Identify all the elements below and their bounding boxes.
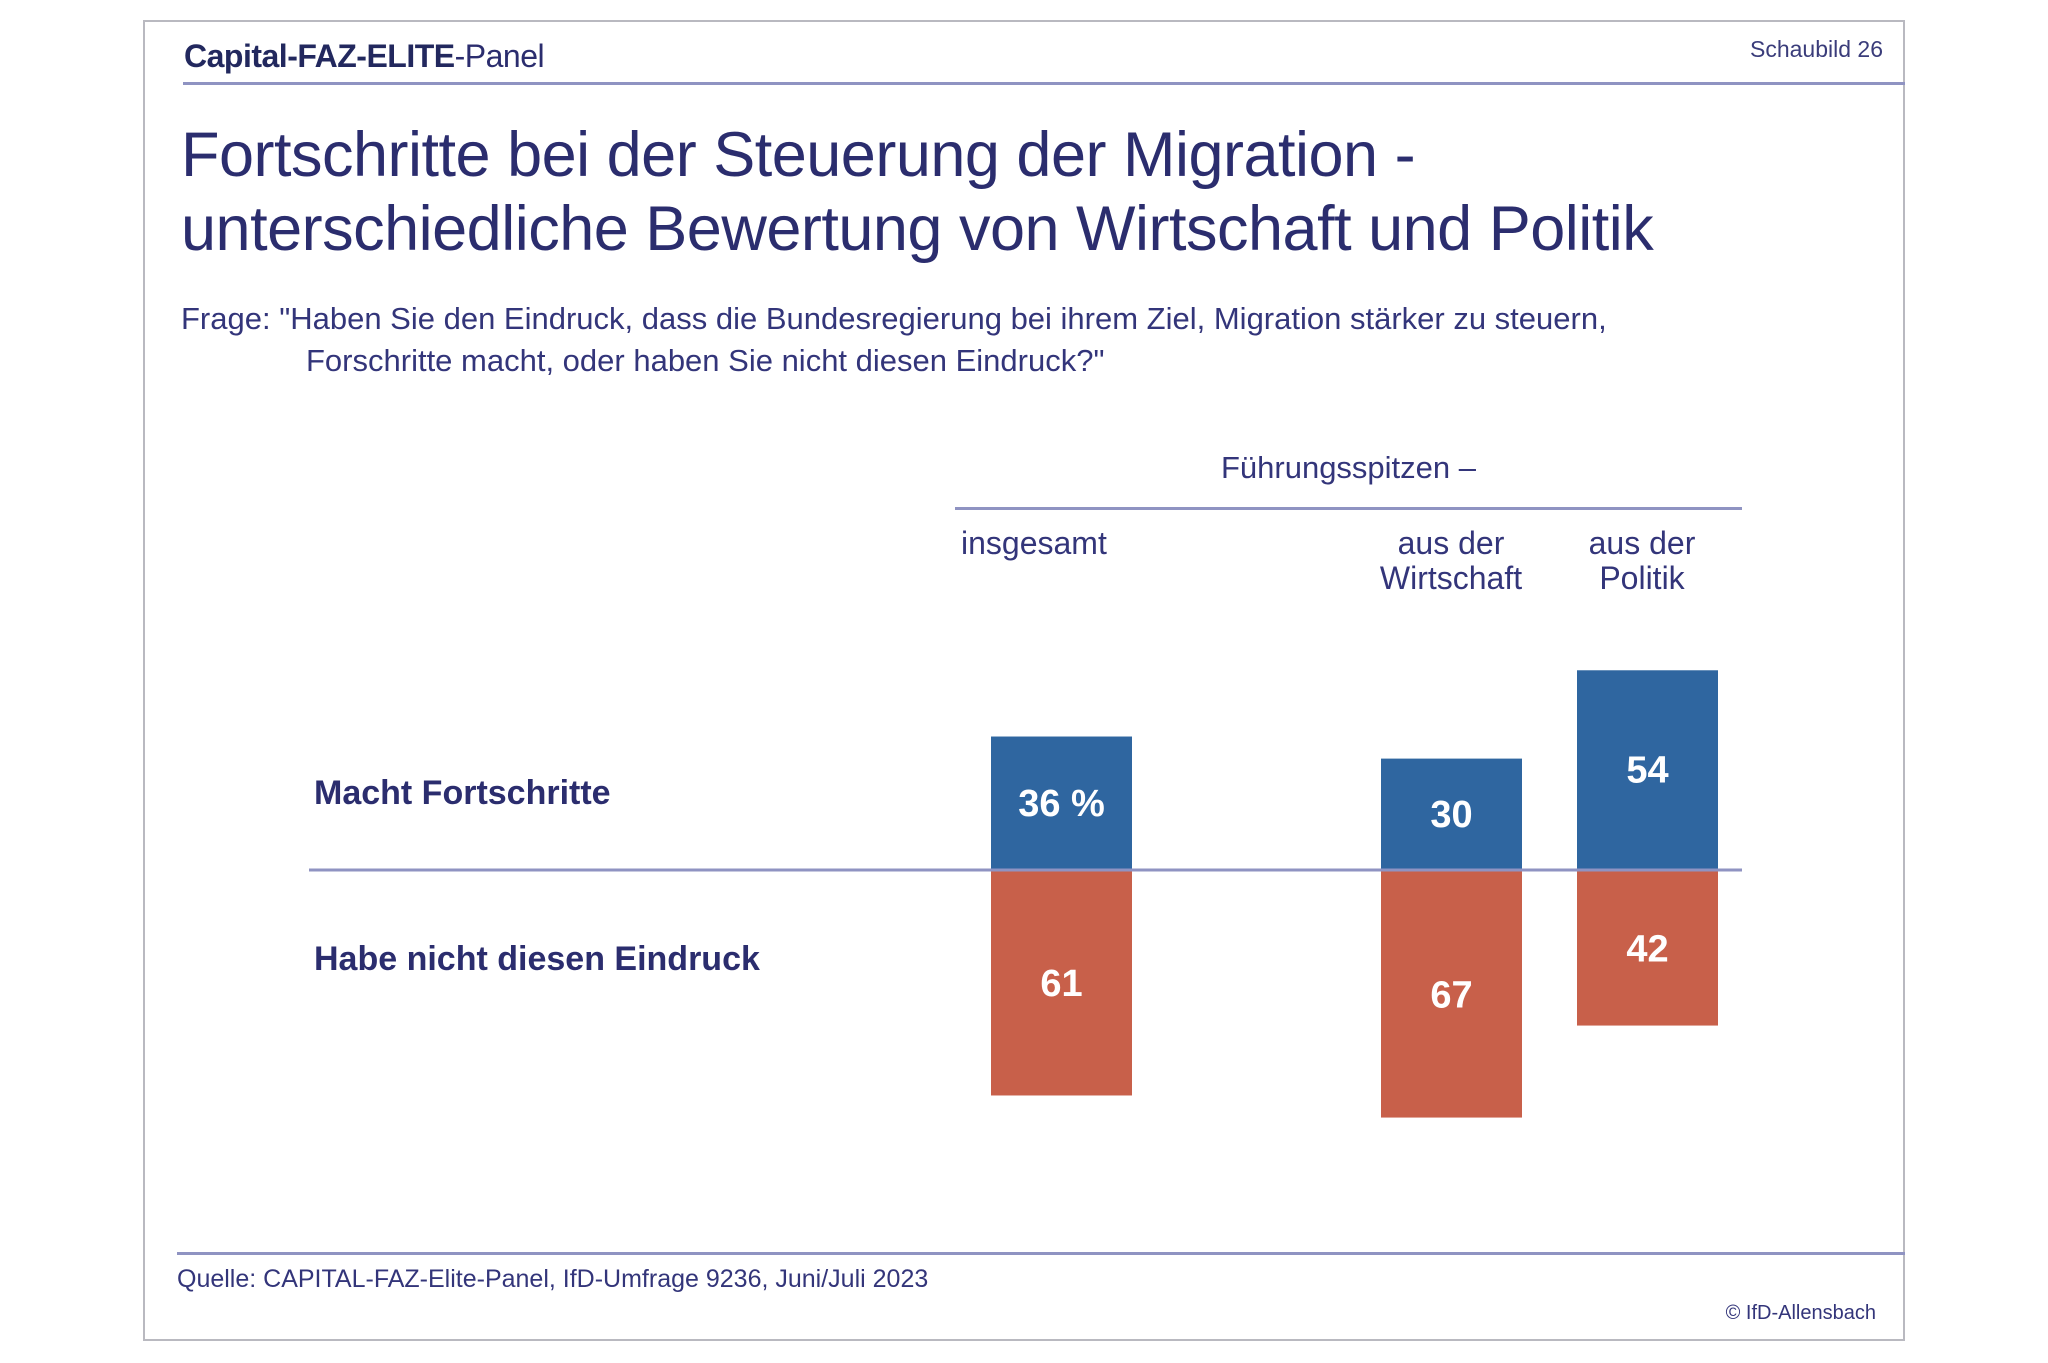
bar-macht-fortschritte-aus-der-wirtschaft — [1381, 758, 1522, 869]
bar-macht-fortschritte-insgesamt — [991, 736, 1132, 869]
column-label-insgesamt: insgesamt — [961, 526, 1141, 561]
data-label-habe-nicht-diesen-eindruck-aus-der-politik: 42 — [1626, 928, 1668, 970]
bar-habe-nicht-diesen-eindruck-insgesamt — [991, 871, 1132, 1096]
row-label-positive: Macht Fortschritte — [314, 774, 611, 812]
brand-part-panel: -Panel — [454, 38, 545, 74]
column-label-line: aus der — [1397, 525, 1505, 561]
source-note: Quelle: CAPITAL-FAZ-Elite-Panel, IfD-Umf… — [177, 1265, 929, 1293]
title-line-2: unterschiedliche Bewertung von Wirtschaf… — [181, 194, 1654, 264]
column-label-line: Wirtschaft — [1379, 560, 1523, 596]
column-label-politik: aus der Politik — [1547, 526, 1737, 596]
group-header-rule — [955, 507, 1742, 510]
group-header: Führungsspitzen – — [1220, 450, 1477, 485]
column-label-line: aus der — [1588, 525, 1696, 561]
survey-question: Frage: "Haben Sie den Eindruck, dass die… — [181, 298, 1607, 382]
question-line-2: Forschritte macht, oder haben Sie nicht … — [306, 343, 1105, 378]
header-rule — [183, 82, 1905, 85]
brand-part-faz-elite: FAZ-ELITE — [297, 38, 455, 74]
panel-brand: Capital-FAZ-ELITE-Panel — [184, 38, 545, 75]
copyright-note: © IfD-Allensbach — [1725, 1302, 1876, 1324]
data-label-habe-nicht-diesen-eindruck-insgesamt: 61 — [1040, 963, 1082, 1005]
data-label-macht-fortschritte-aus-der-politik: 54 — [1626, 750, 1668, 792]
brand-part-capital: Capital- — [184, 38, 298, 74]
data-label-macht-fortschritte-aus-der-wirtschaft: 30 — [1430, 794, 1472, 836]
data-label-macht-fortschritte-insgesamt: 36 % — [1018, 783, 1105, 825]
bar-macht-fortschritte-aus-der-politik — [1577, 670, 1718, 869]
column-label-line: Politik — [1599, 560, 1685, 596]
bar-habe-nicht-diesen-eindruck-aus-der-politik — [1577, 871, 1718, 1026]
chart-title: Fortschritte bei der Steuerung der Migra… — [181, 118, 1654, 266]
figure-number: Schaubild 26 — [1750, 36, 1883, 62]
question-line-1: Frage: "Haben Sie den Eindruck, dass die… — [181, 301, 1607, 336]
row-label-negative: Habe nicht diesen Eindruck — [314, 940, 760, 978]
data-label-habe-nicht-diesen-eindruck-aus-der-wirtschaft: 67 — [1430, 974, 1472, 1016]
column-label-line: insgesamt — [961, 525, 1107, 561]
footer-rule — [177, 1252, 1905, 1255]
column-label-wirtschaft: aus der Wirtschaft — [1351, 526, 1551, 596]
title-line-1: Fortschritte bei der Steuerung der Migra… — [181, 120, 1416, 190]
bar-habe-nicht-diesen-eindruck-aus-der-wirtschaft — [1381, 871, 1522, 1118]
